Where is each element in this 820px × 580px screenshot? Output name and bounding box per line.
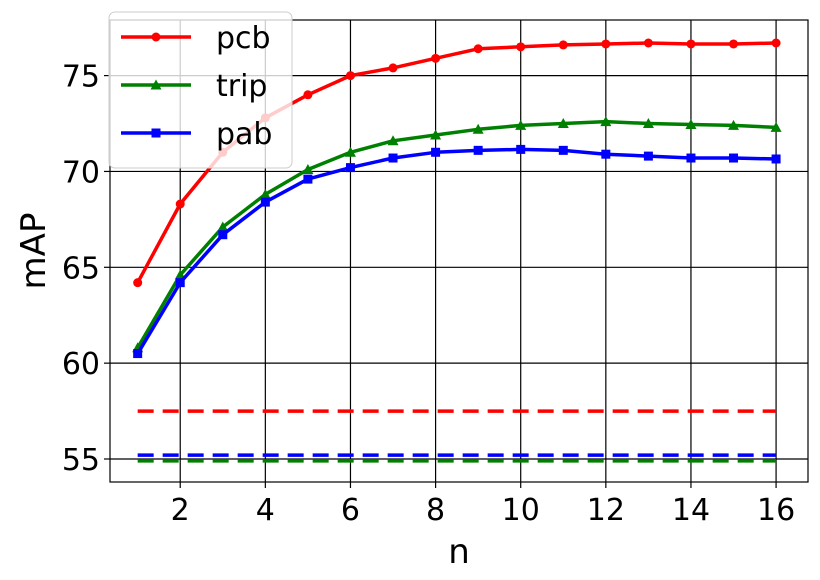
trip-point (728, 119, 740, 130)
x-tick-label: 4 (256, 493, 275, 528)
x-tick-label: 10 (502, 493, 540, 528)
pcb-point (558, 40, 568, 50)
trip-point (642, 118, 654, 129)
x-tick-label: 16 (757, 493, 795, 528)
y-tick-label: 55 (62, 443, 100, 478)
y-tick-label: 75 (62, 60, 100, 95)
legend: pcb trip pab (108, 11, 293, 169)
legend-marker-pab (151, 128, 161, 138)
pcb-point (133, 278, 143, 288)
y-tick-label: 65 (62, 251, 100, 286)
grid-lines (110, 20, 808, 482)
pab-point (260, 197, 270, 207)
trip-point (557, 118, 569, 129)
pab-point (771, 154, 781, 164)
x-tick-label: 8 (426, 493, 445, 528)
pab-point (218, 230, 228, 240)
legend-item-pab: pab (121, 117, 272, 152)
x-tick-label: 14 (672, 493, 710, 528)
legend-label-pab: pab (216, 117, 272, 152)
baseline-lines (137, 409, 777, 463)
pab-point (175, 278, 185, 288)
trip-point (302, 164, 314, 175)
pab-point (601, 149, 611, 159)
trip-line (136, 119, 777, 349)
pab-point (431, 147, 441, 157)
x-tick-label: 2 (171, 493, 190, 528)
trip-series (132, 116, 782, 353)
pab-point (303, 174, 313, 184)
pcb-point (516, 42, 526, 52)
pcb-point (431, 53, 441, 63)
trip-point (387, 135, 399, 146)
pab-point (345, 163, 355, 173)
pab-point (133, 349, 143, 359)
pcb-point (303, 90, 313, 100)
pcb-point (388, 63, 398, 73)
legend-item-pcb: pcb (121, 21, 271, 56)
pab-point (558, 145, 568, 155)
x-axis-label: n (448, 532, 470, 572)
pab-point (388, 153, 398, 163)
legend-item-trip: trip (121, 69, 267, 104)
trip-point (217, 221, 229, 232)
trip-point (259, 188, 271, 199)
pab-series (133, 144, 781, 359)
pab-point (686, 153, 696, 163)
pcb-point (643, 38, 653, 48)
x-tick-label: 6 (341, 493, 360, 528)
y-axis-label: mAP (14, 213, 54, 290)
pcb-point (729, 39, 739, 49)
pab-point (643, 151, 653, 161)
pcb-point (345, 71, 355, 81)
axis-ticks: 2 4 6 8 10 12 14 16 55 60 65 70 75 (62, 60, 795, 528)
legend-marker-pcb (151, 32, 161, 42)
trip-point (770, 121, 782, 132)
legend-marker-trip (150, 79, 162, 90)
trip-point (685, 118, 697, 129)
y-tick-label: 60 (62, 347, 100, 382)
pab-point (473, 145, 483, 155)
trip-point (600, 116, 612, 127)
plot-frame (109, 19, 809, 483)
pab-line (136, 147, 777, 355)
pcb-point (175, 199, 185, 209)
pcb-point (686, 39, 696, 49)
trip-point (472, 123, 484, 134)
y-tick-label: 70 (62, 155, 100, 190)
pcb-point (473, 44, 483, 54)
pab-point (516, 144, 526, 154)
trip-point (344, 146, 356, 157)
pcb-point (771, 38, 781, 48)
trip-point (515, 119, 527, 130)
trip-point (430, 129, 442, 140)
x-tick-label: 12 (587, 493, 625, 528)
legend-label-trip: trip (216, 69, 267, 104)
pcb-point (601, 39, 611, 49)
legend-label-pcb: pcb (216, 21, 271, 56)
pab-point (729, 153, 739, 163)
